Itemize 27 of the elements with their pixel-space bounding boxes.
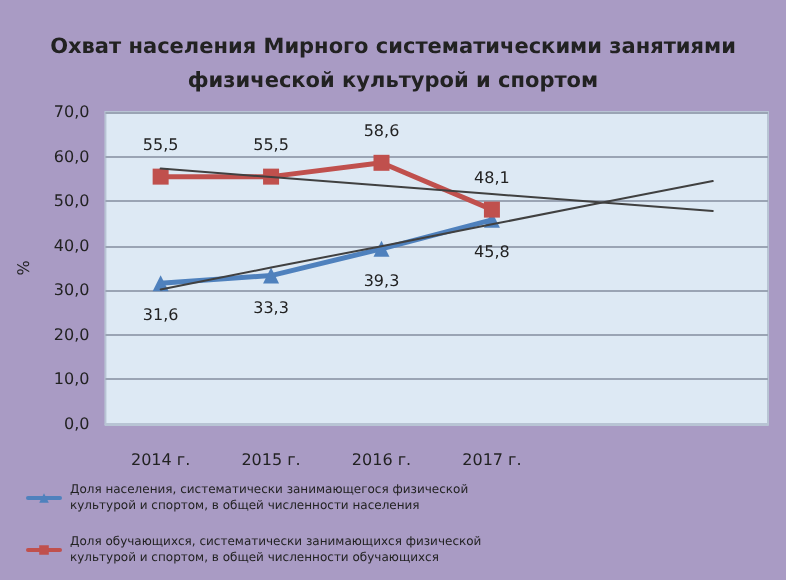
data-label: 39,3 (363, 271, 400, 290)
y-tick-label: 20,0 (53, 325, 90, 344)
y-tick-label: 0,0 (63, 415, 90, 433)
y-axis-title: % (15, 259, 33, 276)
y-tick-label: 70,0 (53, 103, 90, 121)
x-tick-label: 2016 г. (351, 451, 412, 469)
y-tick-label: 30,0 (53, 281, 90, 300)
data-label: 33,3 (253, 298, 289, 317)
chart-title: Охват населения Мирного систематическими занятиями физической культурой и спортом (50, 35, 736, 93)
x-tick-label: 2015 г. (241, 451, 301, 469)
y-tick-label: 50,0 (53, 192, 90, 211)
point (263, 267, 280, 284)
x-tick-label: 2017 г. (462, 451, 522, 469)
y-tick-label: 60,0 (53, 147, 90, 166)
data-label: 55,5 (253, 135, 289, 154)
data-label: 31,6 (142, 306, 179, 325)
data-label: 55,5 (142, 135, 179, 154)
y-tick-label: 10,0 (53, 370, 90, 389)
data-label: 45,8 (474, 242, 510, 261)
x-tick-label: 2014 г. (130, 451, 191, 469)
point (373, 154, 390, 171)
data-label: 58,6 (363, 121, 400, 140)
data-label: 48,1 (474, 168, 510, 187)
point (373, 240, 390, 257)
point (152, 168, 169, 185)
point (483, 201, 500, 218)
y-tick-label: 40,0 (53, 236, 90, 255)
